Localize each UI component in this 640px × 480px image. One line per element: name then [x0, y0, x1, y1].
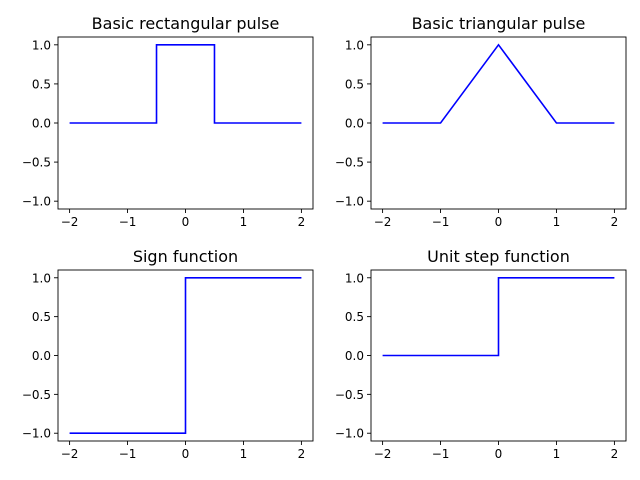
x-tick-label: −2: [61, 215, 79, 229]
y-tick-label: −0.5: [22, 388, 51, 402]
y-tick-label: −0.5: [22, 156, 51, 170]
y-tick-label: −1.0: [335, 195, 364, 209]
x-tick-label: 2: [298, 447, 306, 461]
y-tick-label: −0.5: [335, 156, 364, 170]
subplot-rectangular-pulse: Basic rectangular pulse −2 −1 0 1 2 1.0 0.5 0.0 −…: [22, 14, 314, 229]
subplot-unit-step: Unit step function −2 −1 0 1 2 1.0 0.5 0.0 −0.5 −1…: [335, 247, 627, 461]
x-tick-label: 1: [553, 215, 561, 229]
x-tick-label: 0: [182, 447, 190, 461]
chart-title: Basic rectangular pulse: [92, 14, 280, 33]
y-tick-label: 0.5: [32, 310, 51, 324]
x-tick-label: −2: [374, 447, 392, 461]
x-tick-label: 2: [298, 215, 306, 229]
y-tick-label: −1.0: [335, 427, 364, 441]
series-line-0: [69, 44, 302, 124]
x-tick-label: 1: [240, 447, 248, 461]
y-tick-label: 1.0: [32, 271, 51, 285]
subplot-sign-function: Sign function −2 −1 0 1 2 1.0 0.5 0.0 −0.5 −1.0: [22, 247, 314, 461]
x-tick-label: −1: [119, 215, 137, 229]
y-tick-label: 0.5: [32, 77, 51, 91]
x-tick-label: 2: [611, 447, 619, 461]
x-tick-label: −1: [432, 447, 450, 461]
y-tick-label: −1.0: [22, 427, 51, 441]
y-tick-label: 0.0: [345, 117, 364, 131]
y-tick-label: 0.0: [345, 349, 364, 363]
y-tick-label: 1.0: [345, 271, 364, 285]
y-tick-label: 0.5: [345, 77, 364, 91]
x-tick-label: −1: [432, 215, 450, 229]
y-tick-label: 0.0: [32, 117, 51, 131]
subplot-triangular-pulse: Basic triangular pulse −2 −1 0 1 2 1.0 0.5 0.0 −0…: [335, 14, 627, 229]
x-tick-label: 2: [611, 215, 619, 229]
x-tick-label: −1: [119, 447, 137, 461]
x-tick-label: 0: [495, 447, 503, 461]
y-tick-label: 1.0: [345, 38, 364, 52]
y-tick-label: −1.0: [22, 195, 51, 209]
x-tick-label: −2: [374, 215, 392, 229]
y-tick-label: 0.5: [345, 310, 364, 324]
y-tick-label: 0.0: [32, 349, 51, 363]
x-tick-label: −2: [61, 447, 79, 461]
chart-title: Sign function: [133, 247, 238, 266]
series-line-0: [69, 276, 302, 435]
x-tick-label: 1: [553, 447, 561, 461]
chart-title: Unit step function: [427, 247, 570, 266]
series-line-0: [382, 276, 615, 357]
series-line-0: [382, 43, 615, 124]
chart-title: Basic triangular pulse: [412, 14, 586, 33]
x-tick-label: 1: [240, 215, 248, 229]
y-tick-label: −0.5: [335, 388, 364, 402]
x-tick-label: 0: [182, 215, 190, 229]
x-tick-label: 0: [495, 215, 503, 229]
y-tick-label: 1.0: [32, 38, 51, 52]
